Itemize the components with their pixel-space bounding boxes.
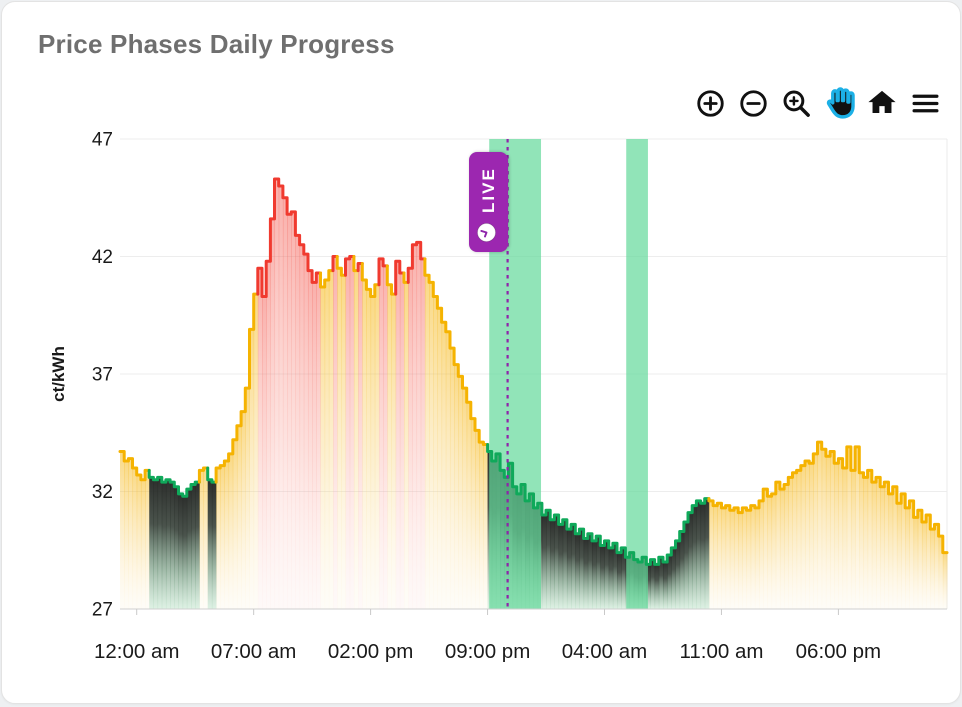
phase-segment-G [486,443,711,566]
zoom-in-circle-icon[interactable] [693,86,727,120]
phase-segment-Y [423,257,490,446]
phase-segment-R [394,259,406,296]
phase-segment-Y [707,440,949,555]
box-zoom-icon[interactable] [779,86,813,120]
phase-segment-R [344,255,356,277]
zoom-out-circle-icon[interactable] [736,86,770,120]
x-tick-label: 11:00 am [679,640,763,663]
phase-segment-Y [214,292,260,484]
phase-segment-G [206,466,218,484]
pan-hand-icon[interactable] [822,86,856,120]
phase-segment-R [256,177,322,298]
phase-segment-R [406,240,427,284]
y-tick-label: 47 [92,130,113,151]
phase-segment-Y [197,466,210,484]
x-tick-label: 07:00 am [211,640,296,663]
axis-labels: 27 32 37 42 47 12:00 am 07:00 am 02:00 pm 09:00 … [49,130,881,663]
y-axis-title: ct/kWh [49,346,68,402]
price-step-line [118,177,949,566]
x-tick-label: 06:00 pm [796,640,881,663]
chart-toolbar [693,86,942,120]
phase-segment-Y [118,450,151,482]
x-tick-label: 04:00 am [562,640,647,663]
x-tick-label: 02:00 pm [328,640,413,663]
y-tick-label: 37 [92,365,113,386]
phase-fills [120,178,948,609]
y-tick-label: 27 [92,600,113,621]
x-tick-label: 12:00 am [94,640,179,663]
cheap-window-band [626,139,648,609]
phase-segment-Y [319,269,335,289]
phase-segment-Y [335,255,347,277]
menu-icon[interactable] [908,86,942,120]
phase-segment-Y [360,262,381,298]
y-tick-label: 32 [92,482,113,503]
phase-segment-G [147,468,201,498]
reset-home-icon[interactable] [865,86,899,120]
axes [120,608,947,615]
cheap-window-band [489,139,542,609]
phase-segment-Y [385,264,398,296]
y-tick-label: 42 [92,247,113,268]
page-title: Price Phases Daily Progress [38,29,395,59]
x-tick-label: 09:00 pm [445,640,530,663]
phase-segment-R [377,257,389,287]
